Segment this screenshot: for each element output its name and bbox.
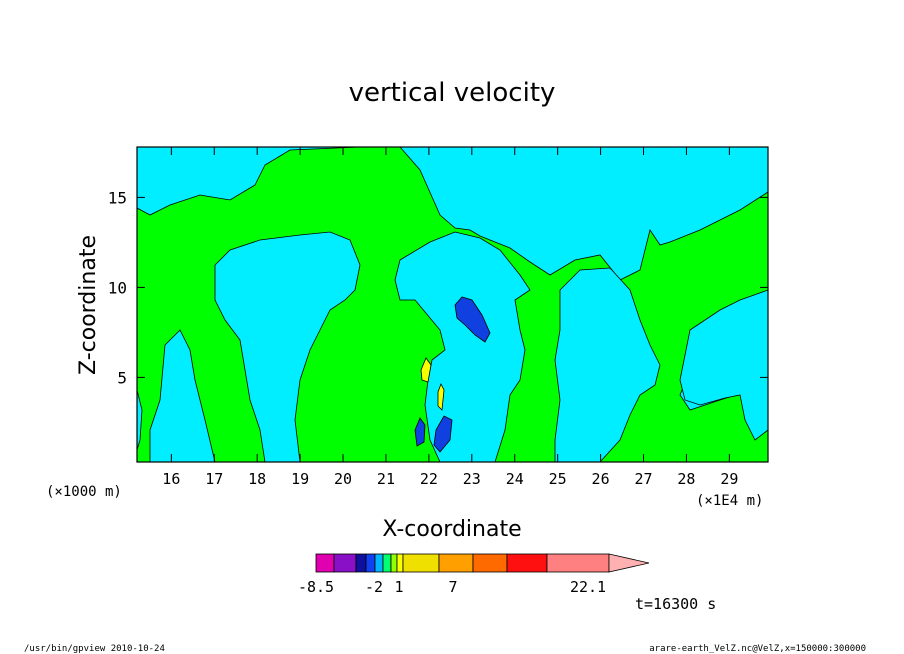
colorbar-segment xyxy=(438,553,474,573)
x-tick-label: 26 xyxy=(592,470,610,488)
colorbar-label: -2 xyxy=(365,578,383,596)
field-yellow-cell-a xyxy=(420,357,432,383)
colorbar-segment xyxy=(365,553,376,573)
x-tick-label: 25 xyxy=(549,470,567,488)
colorbar-segment xyxy=(396,553,404,573)
time-label: t=16300 s xyxy=(635,595,716,613)
colorbar-segment xyxy=(315,553,335,573)
plot-frame xyxy=(136,146,769,463)
colorbar-segment xyxy=(390,553,398,573)
x-axis-title: X-coordinate xyxy=(382,517,521,542)
field-blue-cell-lower-b xyxy=(433,415,453,453)
chart-title: vertical velocity xyxy=(349,78,556,108)
x-tick-label: 21 xyxy=(377,470,395,488)
field-cyan-bottom-left xyxy=(149,329,216,462)
x-tick-label: 27 xyxy=(634,470,652,488)
x-tick-label: 29 xyxy=(720,470,738,488)
plot-area xyxy=(136,146,769,463)
field-blue-cell-upper xyxy=(454,296,491,343)
colorbar-segment xyxy=(402,553,440,573)
field-yellow-cell-b xyxy=(437,383,445,411)
x-tick-label: 19 xyxy=(291,470,309,488)
field-cyan-edge-left xyxy=(137,389,143,451)
y-tick-label: 10 xyxy=(108,278,127,297)
x-tick-label: 18 xyxy=(248,470,266,488)
colorbar-segment xyxy=(382,553,392,573)
colorbar xyxy=(315,553,650,573)
x-axis: 16 17 18 19 20 21 22 23 24 25 26 27 28 29 xyxy=(162,147,738,488)
colorbar-label: -8.5 xyxy=(298,578,334,596)
x-tick-label: 23 xyxy=(463,470,481,488)
y-tick-label: 5 xyxy=(117,368,127,387)
field-cyan-middle xyxy=(394,231,531,462)
colorbar-arrow xyxy=(608,553,650,573)
x-unit-left: (×1000 m) xyxy=(46,484,122,500)
colorbar-segment xyxy=(333,553,357,573)
colorbar-labels: -8.5 -2 1 7 22.1 xyxy=(298,578,606,596)
field-cyan-right xyxy=(554,267,661,462)
field-cyan-left xyxy=(214,231,361,462)
colorbar-segment xyxy=(374,553,384,573)
field-blue-cell-lower-a xyxy=(414,417,426,447)
footer-right: arare-earth_VelZ.nc@VelZ,x=150000:300000 xyxy=(649,644,866,654)
footer-left: /usr/bin/gpview 2010-10-24 xyxy=(24,644,165,654)
x-tick-label: 20 xyxy=(334,470,352,488)
colorbar-segment xyxy=(472,553,508,573)
colorbar-segment xyxy=(355,553,367,573)
x-tick-label: 17 xyxy=(205,470,223,488)
x-tick-label: 24 xyxy=(506,470,524,488)
y-axis: 5 10 15 xyxy=(108,188,768,387)
x-tick-label: 22 xyxy=(420,470,438,488)
colorbar-label: 1 xyxy=(394,578,403,596)
x-tick-label: 28 xyxy=(677,470,695,488)
x-tick-label: 16 xyxy=(162,470,180,488)
colorbar-segment xyxy=(546,553,610,573)
colorbar-label: 22.1 xyxy=(570,578,606,596)
y-tick-label: 15 xyxy=(108,188,127,207)
y-axis-title: Z-coordinate xyxy=(76,235,101,375)
field-cyan-far-right xyxy=(679,289,768,441)
colorbar-segment xyxy=(506,553,548,573)
colorbar-label: 7 xyxy=(448,578,457,596)
x-unit-right: (×1E4 m) xyxy=(696,493,763,509)
